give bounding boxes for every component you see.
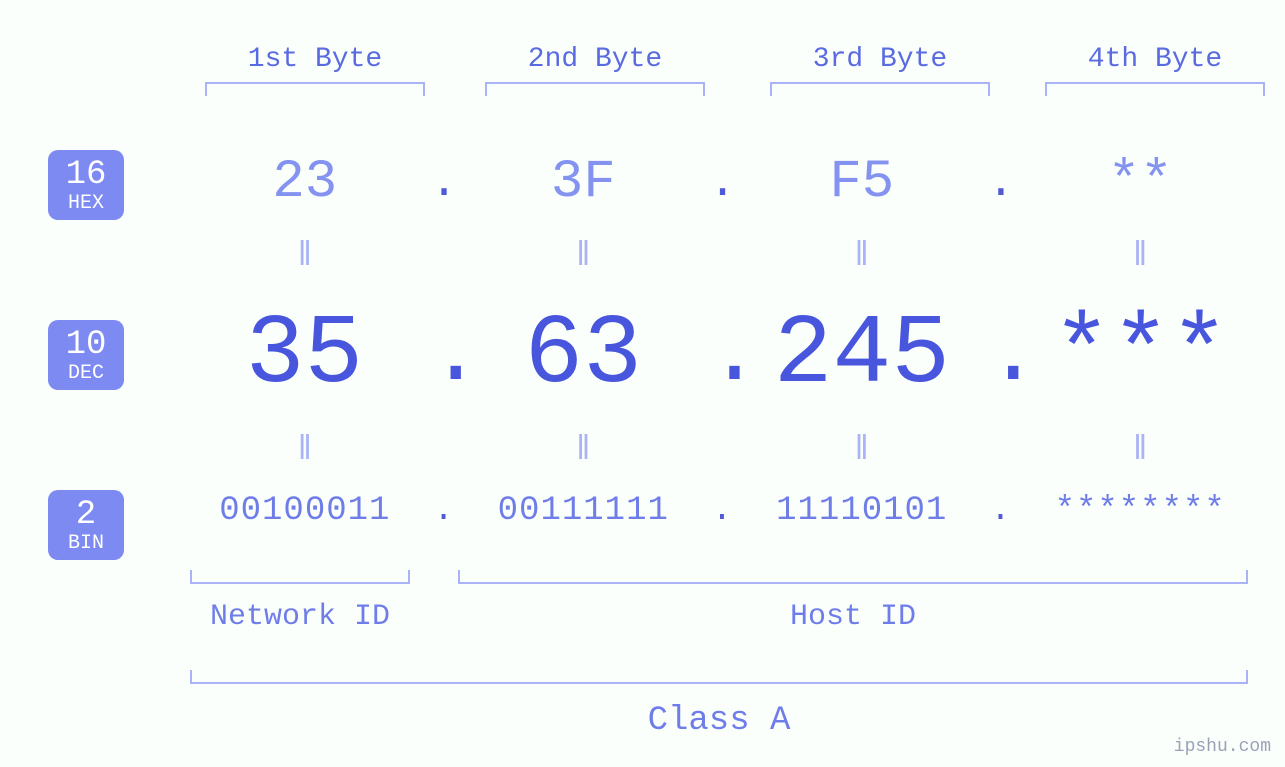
bin-row: 00100011 . 00111111 . 11110101 . *******… [180,492,1265,530]
network-id-bracket [190,570,410,584]
dec-dot-1: . [429,305,459,407]
dec-byte-2: 63 [459,300,708,411]
eq-row-1: ǁ ǁ ǁ ǁ [180,238,1265,276]
hex-dot-2: . [708,157,737,209]
class-label: Class A [190,702,1248,740]
top-bracket-2 [485,82,705,96]
bin-byte-4: ******** [1015,492,1265,530]
eq1-4: ǁ [1015,238,1265,276]
bin-dot-3: . [987,492,1016,530]
hex-badge: 16 HEX [48,150,124,220]
dec-dot-3: . [986,305,1016,407]
eq2-2: ǁ [458,432,708,470]
bin-badge-txt: BIN [48,534,124,554]
dec-dot-2: . [708,305,738,407]
network-id-label: Network ID [190,600,410,634]
bin-byte-1: 00100011 [180,492,430,530]
hex-dot-3: . [987,157,1016,209]
byte-label-2: 2nd Byte [485,44,705,75]
hex-badge-txt: HEX [48,194,124,214]
eq1-2: ǁ [458,238,708,276]
eq2-3: ǁ [737,432,987,470]
eq2-4: ǁ [1015,432,1265,470]
bin-badge: 2 BIN [48,490,124,560]
dec-row: 35 . 63 . 245 . *** [180,300,1265,411]
bin-byte-3: 11110101 [737,492,987,530]
eq1-3: ǁ [737,238,987,276]
dec-badge-txt: DEC [48,364,124,384]
eq2-1: ǁ [180,432,430,470]
host-id-bracket [458,570,1248,584]
dec-byte-4: *** [1016,300,1265,411]
dec-byte-3: 245 [738,300,987,411]
top-bracket-1 [205,82,425,96]
bin-dot-1: . [430,492,459,530]
bin-dot-2: . [708,492,737,530]
byte-label-3: 3rd Byte [770,44,990,75]
dec-badge: 10 DEC [48,320,124,390]
eq1-1: ǁ [180,238,430,276]
watermark: ipshu.com [1174,737,1271,757]
dec-badge-num: 10 [48,328,124,362]
hex-byte-2: 3F [458,152,708,213]
byte-label-1: 1st Byte [205,44,425,75]
hex-badge-num: 16 [48,158,124,192]
top-bracket-4 [1045,82,1265,96]
eq-row-2: ǁ ǁ ǁ ǁ [180,432,1265,470]
hex-row: 23 . 3F . F5 . ** [180,152,1265,213]
host-id-label: Host ID [458,600,1248,634]
byte-label-4: 4th Byte [1045,44,1265,75]
ip-diagram: 1st Byte 2nd Byte 3rd Byte 4th Byte 16 H… [0,0,1285,767]
dec-byte-1: 35 [180,300,429,411]
top-bracket-3 [770,82,990,96]
bin-badge-num: 2 [48,498,124,532]
hex-byte-1: 23 [180,152,430,213]
bin-byte-2: 00111111 [458,492,708,530]
hex-dot-1: . [430,157,459,209]
class-bracket [190,670,1248,684]
hex-byte-4: ** [1015,152,1265,213]
hex-byte-3: F5 [737,152,987,213]
